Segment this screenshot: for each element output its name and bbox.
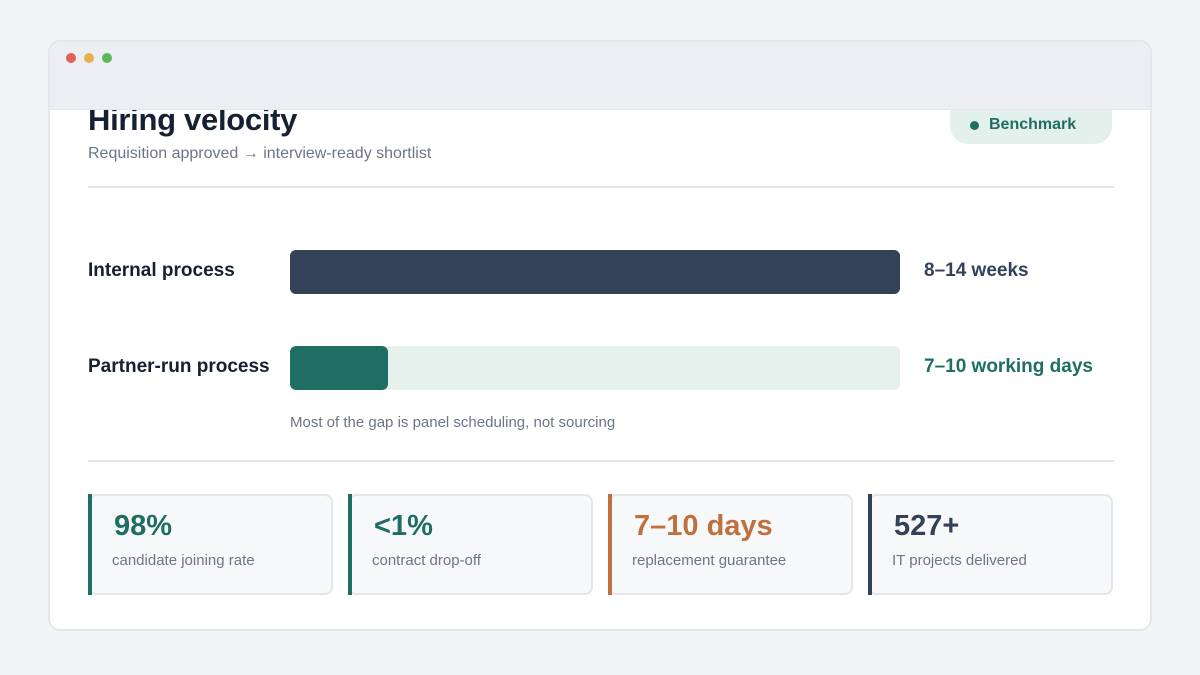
stat-accent-bar <box>88 494 92 595</box>
minimize-window-button[interactable] <box>84 53 94 63</box>
stat-accent-bar <box>868 494 872 595</box>
stat-caption: contract drop-off <box>372 552 481 569</box>
stat-card-projects: 527+ IT projects delivered <box>868 494 1113 595</box>
stat-card-replacement: 7–10 days replacement guarantee <box>608 494 853 595</box>
status-dot-icon <box>970 120 979 130</box>
partner-process-label: Partner-run process <box>88 356 270 377</box>
stat-value: 7–10 days <box>634 510 773 542</box>
stat-value: 98% <box>114 510 173 542</box>
stat-card-joining-rate: 98% candidate joining rate <box>88 494 333 595</box>
comparison-note: Most of the gap is panel scheduling, not… <box>290 414 616 431</box>
close-window-button[interactable] <box>66 53 76 63</box>
internal-process-bar-track <box>290 250 900 294</box>
divider <box>88 460 1114 462</box>
internal-process-value: 8–14 weeks <box>924 260 1029 281</box>
internal-process-label: Internal process <box>88 260 235 281</box>
divider <box>88 186 1114 188</box>
stat-caption: IT projects delivered <box>892 552 1027 569</box>
internal-process-bar <box>290 250 900 294</box>
page-content: Hiring velocity Requisition approved → i… <box>50 42 1150 629</box>
browser-window: Hiring velocity Requisition approved → i… <box>48 40 1152 631</box>
stat-caption: candidate joining rate <box>112 552 255 569</box>
benchmark-badge: Benchmark <box>950 106 1112 144</box>
maximize-window-button[interactable] <box>102 53 112 63</box>
window-titlebar <box>50 42 1150 76</box>
benchmark-badge-label: Benchmark <box>989 116 1077 133</box>
browser-toolbar <box>50 75 1150 110</box>
stat-value: 527+ <box>894 510 960 542</box>
partner-process-bar <box>290 346 388 390</box>
stat-card-drop-off: <1% contract drop-off <box>348 494 593 595</box>
stat-accent-bar <box>608 494 612 595</box>
partner-process-bar-track <box>290 346 900 390</box>
stat-accent-bar <box>348 494 352 595</box>
partner-process-value: 7–10 working days <box>924 356 1093 377</box>
page-subtitle: Requisition approved → interview-ready s… <box>88 145 432 162</box>
stat-caption: replacement guarantee <box>632 552 787 569</box>
stat-value: <1% <box>374 510 433 542</box>
